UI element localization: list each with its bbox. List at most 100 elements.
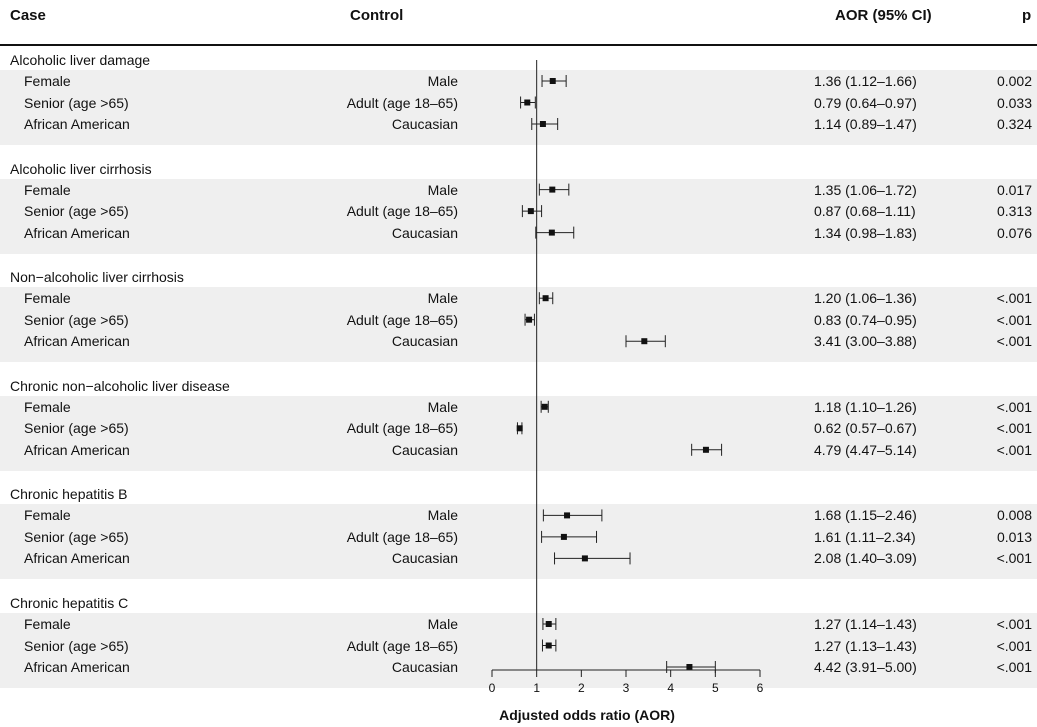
case-label: Female [24, 181, 71, 198]
point-estimate [527, 208, 534, 215]
group-title: Alcoholic liver cirrhosis [10, 160, 152, 177]
aor-value: 0.79 (0.64–0.97) [814, 94, 917, 111]
p-value: 0.313 [996, 203, 1032, 220]
aor-value: 2.08 (1.40–3.09) [814, 550, 917, 567]
point-estimate [542, 295, 549, 302]
header-p: p [1022, 7, 1032, 24]
x-tick-label: 1 [533, 681, 540, 695]
group-title: Chronic hepatitis C [10, 595, 129, 611]
p-value: <.001 [996, 550, 1032, 567]
aor-value: 1.34 (0.98–1.83) [814, 224, 917, 241]
point-estimate [545, 642, 552, 649]
p-value: 0.033 [996, 94, 1032, 111]
header-control: Control [350, 7, 404, 24]
group-band [0, 504, 1037, 580]
group-band [0, 613, 1037, 688]
aor-value: 1.36 (1.12–1.66) [814, 73, 917, 89]
control-label: Adult (age 18–65) [346, 311, 458, 328]
point-estimate [548, 229, 555, 236]
control-label: Caucasian [391, 333, 458, 350]
aor-value: 1.61 (1.11–2.34) [814, 528, 916, 545]
control-label: Male [427, 181, 458, 198]
aor-value: 1.35 (1.06–1.72) [814, 181, 917, 198]
x-tick-label: 6 [757, 681, 764, 695]
p-value: 0.002 [996, 73, 1032, 89]
point-estimate [524, 99, 531, 106]
group-band [0, 178, 1037, 254]
p-value: 0.324 [996, 116, 1032, 132]
case-label: African American [24, 224, 130, 241]
aor-value: 1.68 (1.15–2.46) [814, 507, 917, 524]
case-label: African American [24, 333, 130, 350]
point-estimate [686, 664, 693, 670]
aor-value: 1.18 (1.10–1.26) [814, 398, 917, 415]
control-label: Male [427, 290, 458, 307]
p-value: 0.076 [996, 224, 1032, 241]
aor-value: 1.14 (0.89–1.47) [814, 116, 917, 132]
control-label: Male [427, 398, 458, 415]
control-label: Male [427, 507, 458, 524]
case-label: African American [24, 550, 130, 567]
point-estimate [549, 78, 556, 84]
case-label: Senior (age >65) [24, 637, 129, 654]
group-band [0, 395, 1037, 471]
control-label: Caucasian [391, 224, 458, 241]
point-estimate [545, 621, 552, 627]
control-label: Male [427, 73, 458, 89]
x-tick-label: 0 [489, 681, 496, 695]
aor-value: 4.42 (3.91–5.00) [814, 659, 917, 675]
group-title: Chronic hepatitis B [10, 486, 128, 503]
point-estimate [541, 403, 548, 410]
control-label: Adult (age 18–65) [346, 203, 458, 220]
p-value: 0.017 [996, 181, 1032, 198]
x-tick-label: 3 [623, 681, 630, 695]
x-tick-label: 5 [712, 681, 719, 695]
p-value: 0.008 [996, 507, 1032, 524]
p-value: <.001 [996, 441, 1032, 458]
p-value: 0.013 [996, 528, 1032, 545]
case-label: Female [24, 507, 71, 524]
header-case: Case [10, 7, 46, 24]
p-value: <.001 [996, 311, 1032, 328]
case-label: Senior (age >65) [24, 311, 129, 328]
control-label: Male [427, 616, 458, 632]
group-band [0, 287, 1037, 363]
aor-value: 4.79 (4.47–5.14) [814, 441, 917, 458]
case-label: Senior (age >65) [24, 94, 129, 111]
group-title: Non−alcoholic liver cirrhosis [10, 269, 184, 286]
control-label: Adult (age 18–65) [346, 94, 458, 111]
point-estimate [526, 316, 533, 323]
case-label: Senior (age >65) [24, 528, 129, 545]
case-label: African American [24, 441, 130, 458]
case-label: African American [24, 659, 130, 675]
case-label: African American [24, 116, 130, 132]
group-title: Alcoholic liver damage [10, 52, 151, 68]
case-label: Female [24, 73, 71, 89]
p-value: <.001 [996, 659, 1032, 675]
aor-value: 0.62 (0.57–0.67) [814, 420, 917, 437]
x-axis-label: Adjusted odds ratio (AOR) [499, 707, 675, 723]
point-estimate [702, 446, 709, 453]
point-estimate [539, 121, 546, 127]
case-label: Female [24, 290, 71, 307]
group-title: Chronic non−alcoholic liver disease [10, 377, 230, 394]
point-estimate [560, 533, 567, 540]
control-label: Adult (age 18–65) [346, 637, 458, 654]
header-aor: AOR (95% CI) [835, 7, 932, 24]
control-label: Caucasian [391, 441, 458, 458]
aor-value: 3.41 (3.00–3.88) [814, 333, 917, 350]
control-label: Caucasian [391, 116, 458, 132]
case-label: Senior (age >65) [24, 420, 129, 437]
p-value: <.001 [996, 290, 1032, 307]
point-estimate [549, 186, 556, 193]
case-label: Female [24, 398, 71, 415]
aor-value: 1.20 (1.06–1.36) [814, 290, 917, 307]
p-value: <.001 [996, 398, 1032, 415]
p-value: <.001 [996, 637, 1032, 654]
x-tick-label: 4 [667, 681, 674, 695]
point-estimate [641, 338, 648, 345]
p-value: <.001 [996, 333, 1032, 350]
point-estimate [564, 512, 571, 519]
